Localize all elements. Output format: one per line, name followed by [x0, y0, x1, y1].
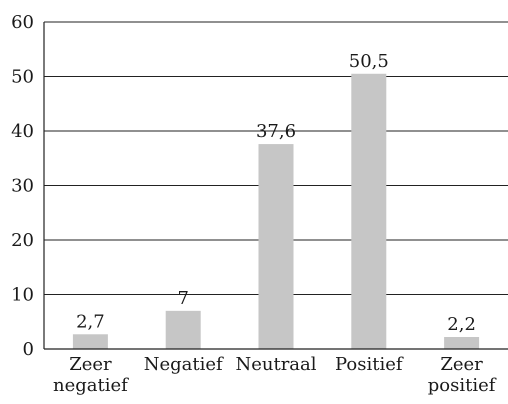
y-tick-label: 20: [11, 230, 34, 251]
y-tick-label: 0: [23, 339, 34, 360]
category-label: Zeer: [69, 354, 112, 375]
category-label: Negatief: [144, 354, 224, 375]
y-tick-label: 10: [11, 285, 34, 306]
bar: [258, 144, 294, 349]
category-label: negatief: [53, 375, 129, 396]
category-label: positief: [428, 375, 497, 396]
category-label: Zeer: [440, 354, 483, 375]
bars: [72, 73, 480, 350]
data-label: 37,6: [256, 121, 296, 142]
data-labels: 2,7 7 37,6 50,5 2,2: [76, 51, 476, 335]
data-label: 2,7: [76, 311, 105, 332]
y-tick-label: 30: [11, 176, 34, 197]
y-axis-ticks: 0 10 20 30 40 50 60: [11, 12, 34, 360]
category-label: Neutraal: [235, 354, 316, 375]
data-label: 2,2: [447, 314, 476, 335]
y-tick-label: 40: [11, 121, 34, 142]
bar: [444, 337, 480, 349]
category-label: Positief: [335, 354, 404, 375]
bar: [72, 334, 108, 349]
bar: [165, 310, 201, 349]
bar: [351, 73, 387, 350]
y-tick-label: 50: [11, 67, 34, 88]
data-label: 7: [177, 288, 188, 309]
data-label: 50,5: [349, 51, 389, 72]
y-tick-label: 60: [11, 12, 34, 33]
